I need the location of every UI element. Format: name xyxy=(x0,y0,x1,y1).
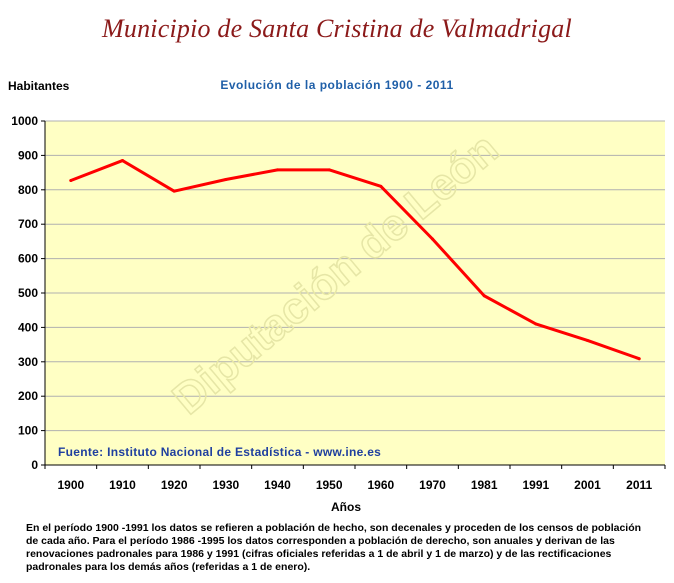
data-point xyxy=(327,168,331,172)
data-point xyxy=(637,357,641,361)
data-point xyxy=(224,177,228,181)
x-tick-label: 1991 xyxy=(522,478,549,492)
x-tick-label: 1970 xyxy=(419,478,446,492)
series-layer xyxy=(69,159,641,361)
y-tick-label: 900 xyxy=(18,148,38,162)
y-tick-label: 600 xyxy=(18,252,38,266)
x-tick-label: 1960 xyxy=(367,478,394,492)
axes: 0 100 200 300 400 500 600 700 800 900 1000 1900 1910… xyxy=(11,114,666,492)
y-tick-label: 200 xyxy=(18,389,38,403)
page-title: Municipio de Santa Cristina de Valmadrig… xyxy=(102,14,572,43)
data-point xyxy=(431,237,434,241)
population-chart: Diputación de León 010020030040050060070… xyxy=(11,114,666,514)
x-tick-label: 2001 xyxy=(574,478,601,492)
y-tick-label: 400 xyxy=(18,320,38,334)
x-tick-label: 1930 xyxy=(212,478,239,492)
data-point xyxy=(586,338,589,342)
source-annotation: Fuente: Instituto Nacional de Estadístic… xyxy=(58,445,381,459)
y-tick-label: 300 xyxy=(18,355,38,369)
y-axis-label: Habitantes xyxy=(8,79,70,93)
x-tick-label: 1920 xyxy=(161,478,188,492)
y-tick-label: 500 xyxy=(18,286,38,300)
y-tick-label: 700 xyxy=(18,217,38,231)
y-tick-label: 0 xyxy=(31,458,38,472)
x-axis-label: Años xyxy=(331,500,361,514)
x-tick-label: 2011 xyxy=(626,478,652,492)
data-point xyxy=(379,184,383,188)
y-tick-label: 100 xyxy=(18,424,38,438)
population-line xyxy=(69,159,641,361)
data-point xyxy=(121,159,124,163)
data-point xyxy=(69,179,73,183)
x-tick-label: 1940 xyxy=(264,478,291,492)
x-tick-label: 1950 xyxy=(316,478,343,492)
footnote: En el período 1900 -1991 los datos se re… xyxy=(26,522,642,573)
data-point xyxy=(482,294,486,298)
data-point xyxy=(172,189,176,193)
grid-lines xyxy=(45,120,665,432)
x-tick-label: 1910 xyxy=(109,478,136,492)
data-point xyxy=(276,168,279,172)
data-point xyxy=(534,322,538,326)
y-tick-label: 800 xyxy=(18,183,38,197)
chart-title: Evolución de la población 1900 - 2011 xyxy=(220,78,454,92)
x-tick-label: 1900 xyxy=(57,478,84,492)
x-tick-label: 1981 xyxy=(471,478,498,492)
y-tick-label: 1000 xyxy=(11,114,38,128)
